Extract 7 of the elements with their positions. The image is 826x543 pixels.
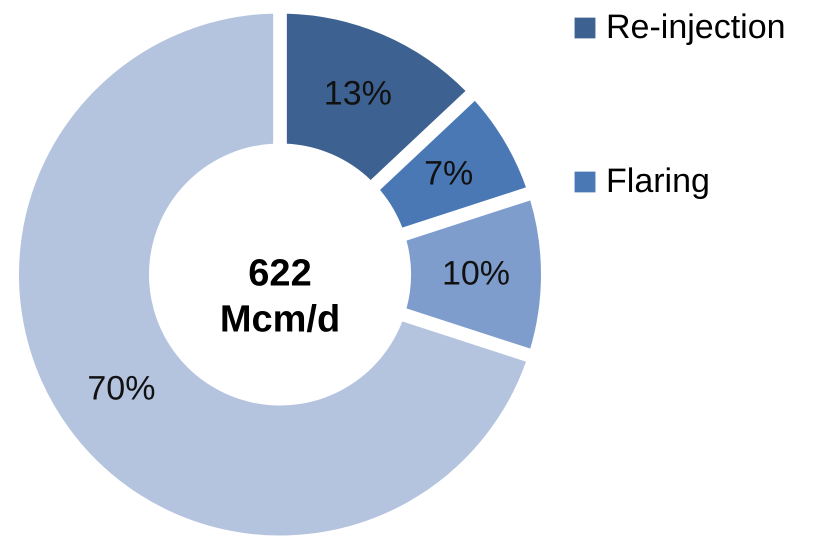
data-label: 10% — [442, 254, 510, 292]
legend-label: Flaring — [606, 162, 710, 200]
data-label: 70% — [87, 370, 156, 408]
data-label: 13% — [324, 74, 392, 113]
text: 622 Mcm/d — [220, 252, 340, 340]
legend-label: Re-injection — [606, 8, 786, 46]
data-label: 7% — [424, 154, 474, 193]
